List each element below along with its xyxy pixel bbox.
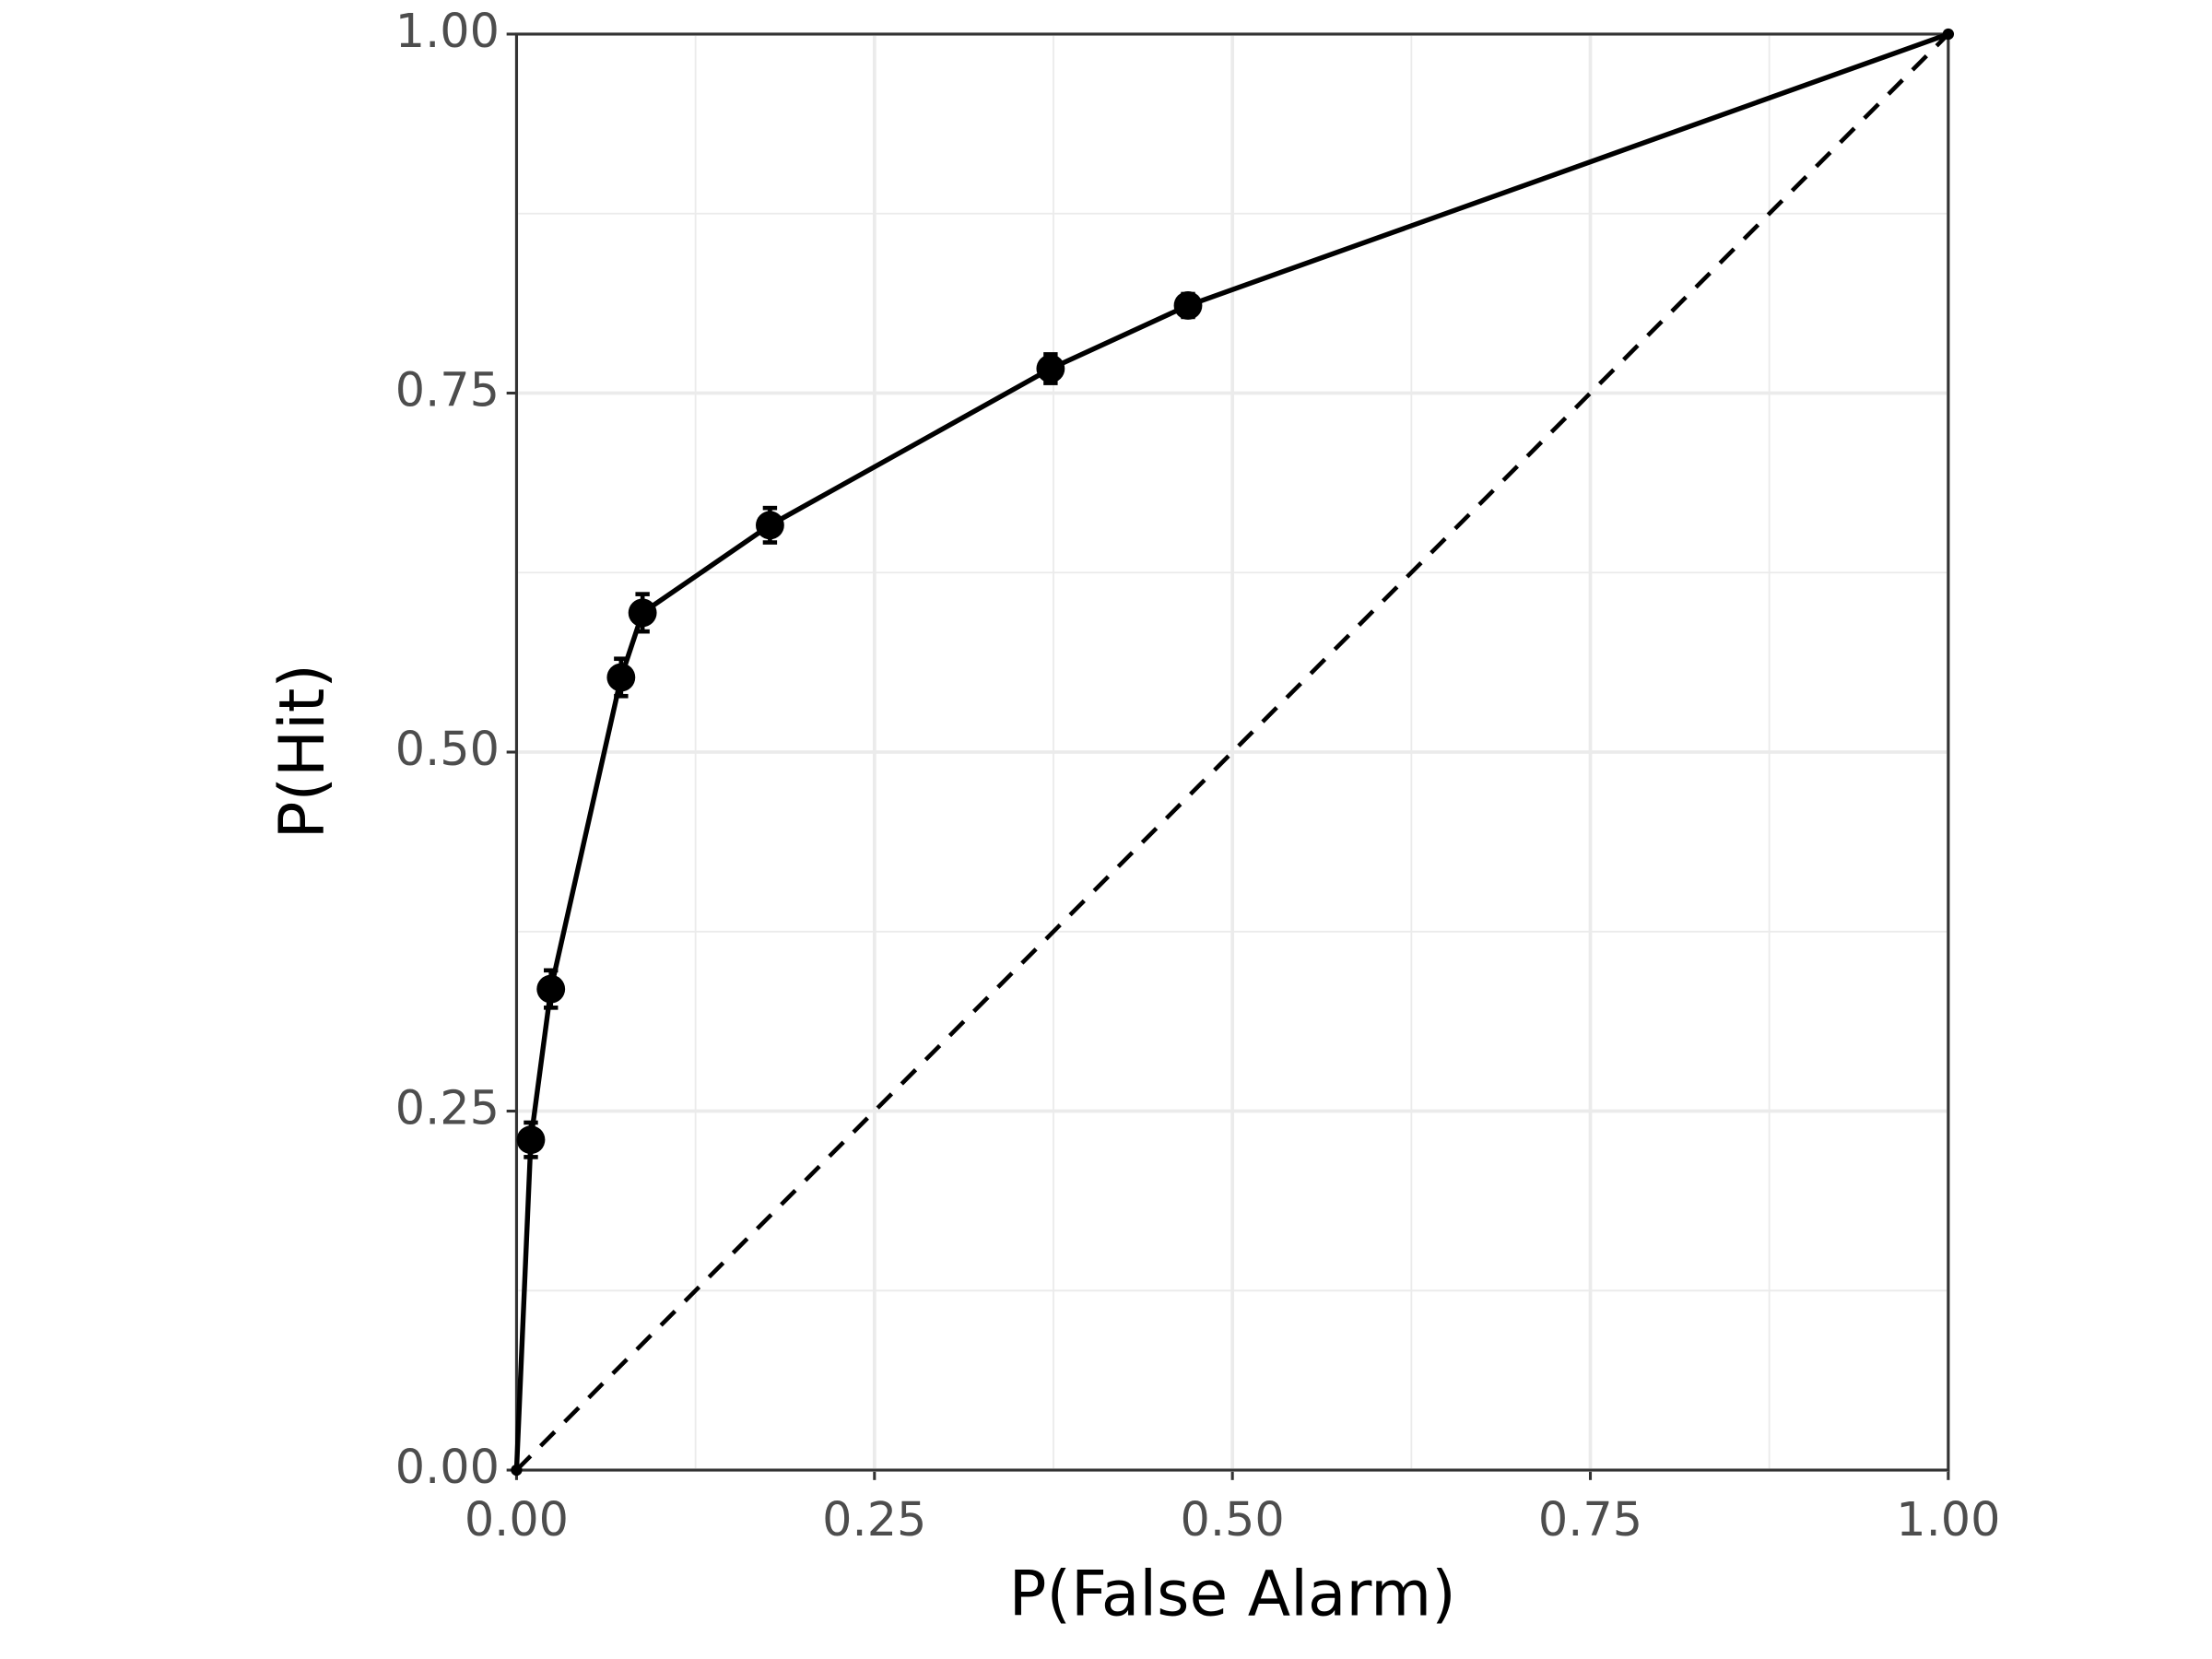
x-tick-label: 0.75 xyxy=(1538,1492,1642,1547)
y-tick-label: 0.00 xyxy=(395,1440,500,1494)
x-tick-label: 0.25 xyxy=(822,1492,926,1547)
point xyxy=(1036,354,1065,383)
x-tick-label: 0.50 xyxy=(1181,1492,1285,1547)
y-axis-title: P(Hit) xyxy=(265,664,338,839)
y-tick-label: 0.50 xyxy=(395,722,500,776)
point xyxy=(536,974,566,1004)
x-tick-label: 1.00 xyxy=(1896,1492,2000,1547)
panel-border xyxy=(514,32,1950,1472)
point xyxy=(755,511,784,540)
point xyxy=(628,598,657,628)
point xyxy=(1173,291,1203,320)
point xyxy=(606,663,636,692)
x-tick-label: 0.00 xyxy=(465,1492,569,1547)
x-axis-title: P(False Alarm) xyxy=(1009,1557,1456,1630)
y-tick-label: 1.00 xyxy=(395,4,500,58)
y-tick-label: 0.75 xyxy=(395,362,500,417)
point xyxy=(511,1464,523,1477)
point xyxy=(516,1125,546,1155)
point xyxy=(1942,28,1955,41)
reference-line xyxy=(514,32,1950,1472)
y-tick-label: 0.25 xyxy=(395,1081,500,1135)
